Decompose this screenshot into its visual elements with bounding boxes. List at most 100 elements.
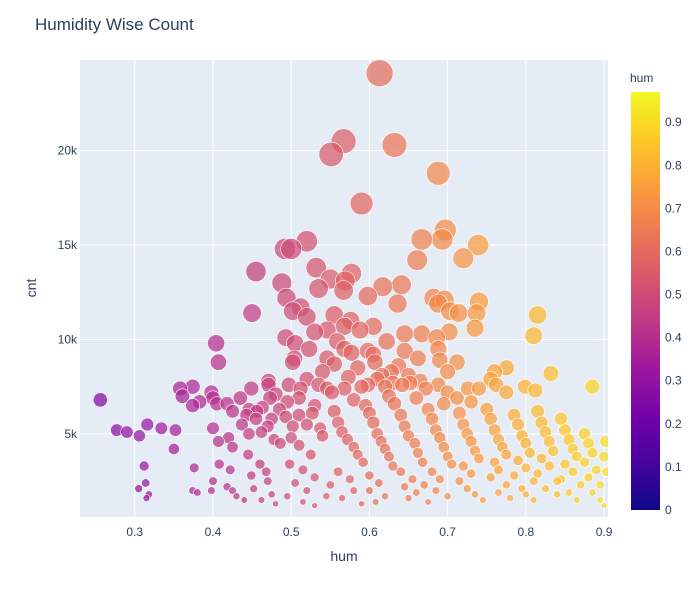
data-point[interactable] [243,380,260,397]
data-point[interactable] [207,486,216,495]
data-point[interactable] [290,478,300,488]
data-point[interactable] [292,439,306,452]
data-point[interactable] [584,378,601,395]
data-point[interactable] [571,450,583,463]
data-point[interactable] [395,466,406,477]
data-point[interactable] [308,278,329,299]
data-point[interactable] [246,470,257,481]
data-point[interactable] [280,237,303,260]
data-point[interactable] [530,496,538,504]
data-point[interactable] [599,435,612,448]
data-point[interactable] [512,454,524,466]
data-point[interactable] [465,318,485,338]
data-point[interactable] [544,460,555,472]
data-point[interactable] [212,435,225,448]
data-point[interactable] [365,486,374,495]
data-point[interactable] [483,411,498,426]
data-point[interactable] [391,274,412,295]
data-point[interactable] [588,488,597,497]
data-point[interactable] [408,390,424,406]
data-point[interactable] [242,303,262,323]
data-point[interactable] [278,409,293,424]
data-point[interactable] [209,353,227,371]
data-point[interactable] [372,498,380,506]
data-point[interactable] [249,411,263,426]
data-point[interactable] [583,472,594,483]
data-point[interactable] [542,365,560,382]
data-point[interactable] [424,498,432,506]
data-point[interactable] [228,486,237,495]
data-point[interactable] [517,484,527,493]
data-point[interactable] [394,376,411,393]
data-point[interactable] [284,431,298,445]
data-point[interactable] [509,470,520,481]
data-point[interactable] [409,349,427,367]
data-point[interactable] [387,396,402,412]
data-point[interactable] [404,494,413,502]
data-point[interactable] [559,458,571,470]
data-point[interactable] [240,496,248,504]
data-point[interactable] [449,303,469,323]
data-point[interactable] [232,492,241,501]
data-point[interactable] [242,427,256,441]
data-point[interactable] [267,490,276,499]
data-point[interactable] [206,421,220,435]
data-point[interactable] [479,496,487,504]
data-point[interactable] [452,247,474,269]
data-point[interactable] [407,474,418,484]
data-point[interactable] [463,394,479,410]
data-point[interactable] [406,249,428,271]
data-point[interactable] [225,404,240,419]
data-point[interactable] [324,384,340,401]
data-point[interactable] [345,474,355,484]
data-point[interactable] [134,484,143,493]
data-point[interactable] [322,492,331,501]
data-point[interactable] [521,490,530,499]
data-point[interactable] [167,443,180,455]
data-point[interactable] [417,380,434,397]
data-point[interactable] [257,496,266,504]
data-point[interactable] [325,480,335,490]
data-point[interactable] [471,380,487,397]
data-point[interactable] [364,470,375,481]
data-point[interactable] [412,446,424,459]
data-point[interactable] [506,494,515,502]
data-point[interactable] [473,452,485,465]
data-point[interactable] [245,261,267,282]
data-point[interactable] [305,322,324,342]
data-point[interactable] [564,488,573,497]
data-point[interactable] [357,456,369,468]
data-point[interactable] [493,464,504,475]
data-point[interactable] [185,398,200,413]
data-point[interactable] [520,462,532,474]
data-point[interactable] [532,468,543,479]
data-point[interactable] [431,486,441,495]
data-point[interactable] [454,476,465,486]
data-point[interactable] [305,448,317,461]
data-point[interactable] [274,437,287,450]
data-point[interactable] [254,425,268,439]
data-point[interactable] [357,286,378,306]
data-point[interactable] [462,484,472,493]
data-point[interactable] [300,417,314,432]
data-point[interactable] [400,482,410,492]
data-point[interactable] [425,411,439,426]
data-point[interactable] [524,326,543,345]
data-point[interactable] [286,419,300,434]
data-point[interactable] [325,355,343,373]
data-point[interactable] [553,490,562,499]
data-point[interactable] [573,496,581,504]
data-point[interactable] [284,353,302,371]
data-point[interactable] [377,332,396,351]
data-point[interactable] [333,280,354,301]
data-point[interactable] [471,490,480,499]
data-point[interactable] [601,466,612,477]
data-point[interactable] [365,60,394,88]
data-point[interactable] [528,305,548,325]
data-point[interactable] [579,456,590,468]
data-point[interactable] [449,390,465,406]
data-point[interactable] [600,502,608,509]
data-point[interactable] [366,353,384,371]
data-point[interactable] [576,480,586,490]
data-point[interactable] [586,446,599,459]
